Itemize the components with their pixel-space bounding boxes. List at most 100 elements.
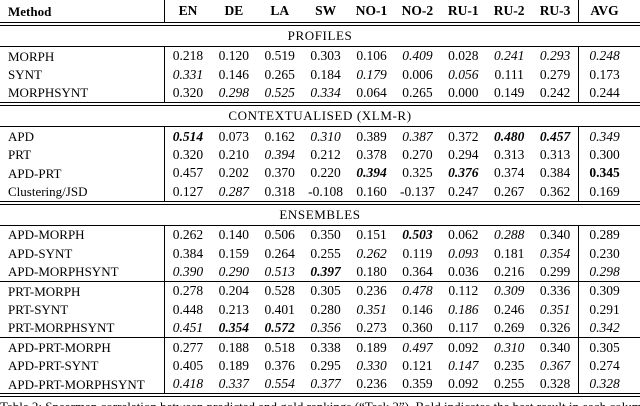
value-cell: 0.289 (578, 225, 640, 245)
horizontal-rule (0, 200, 640, 205)
value-cell: 0.169 (578, 182, 640, 201)
value-cell: 0.503 (402, 227, 433, 243)
value-cell: 0.497 (402, 339, 433, 355)
value-cell: 0.241 (493, 48, 525, 64)
value-cell: 0.246 (493, 301, 525, 317)
value-cell: 0.181 (493, 245, 525, 261)
value-cell: 0.328 (539, 376, 571, 392)
method-cell: PRT-MORPHSYNT (0, 318, 165, 338)
horizontal-rule (0, 224, 640, 226)
table-row: APD-PRT-MORPHSYNT 0.418 0.337 0.554 0.377 0.2… (0, 374, 640, 394)
value-cell: 0.236 (356, 283, 387, 299)
column-header-la: LA (270, 3, 290, 19)
value-cell: 0.293 (539, 48, 571, 64)
value-cell: 0.062 (448, 227, 479, 243)
value-cell: 0.525 (264, 85, 295, 101)
value-cell: 0.216 (493, 263, 525, 279)
value-cell: 0.112 (448, 283, 479, 299)
value-cell: 0.376 (264, 357, 295, 373)
value-cell: 0.277 (172, 339, 204, 355)
value-cell: 0.294 (448, 147, 479, 162)
value-cell: 0.309 (578, 281, 640, 301)
table-row: MORPH 0.218 0.120 0.519 0.303 0.106 0.409 0.028… (0, 47, 640, 66)
table-row: APD 0.514 0.073 0.162 0.310 0.389 0.387 0.372 0.… (0, 127, 640, 146)
table-row: APD-MORPH 0.262 0.140 0.506 0.350 0.151 0.503 0… (0, 225, 640, 245)
value-cell: 0.351 (539, 301, 571, 317)
value-cell: 0.274 (578, 356, 640, 375)
horizontal-rule (0, 102, 640, 107)
value-cell: 0.212 (310, 147, 341, 162)
column-header-en: EN (178, 3, 198, 19)
value-cell: 0.149 (493, 85, 525, 101)
column-header-no-2: NO-2 (401, 3, 434, 19)
value-cell: 0.374 (493, 165, 525, 181)
value-cell: 0.349 (578, 127, 640, 146)
value-cell: 0.360 (402, 320, 433, 336)
value-cell: 0.242 (539, 85, 571, 101)
value-cell: 0.270 (402, 147, 433, 162)
value-cell: 0.514 (172, 128, 204, 144)
value-cell: 0.236 (356, 376, 387, 392)
value-cell: 0.299 (539, 263, 571, 279)
value-cell: 0.140 (218, 227, 250, 243)
section-header-row: ENSEMBLES (0, 205, 640, 225)
value-cell: 0.370 (264, 165, 295, 181)
value-cell: 0.300 (578, 145, 640, 164)
value-cell: 0.278 (172, 283, 204, 299)
value-cell: 0.151 (356, 227, 387, 243)
value-cell: 0.220 (310, 165, 341, 181)
value-cell: 0.093 (448, 245, 479, 261)
value-cell: 0.328 (578, 374, 640, 394)
value-cell: 0.313 (539, 147, 571, 162)
value-cell: 0.265 (264, 66, 295, 82)
value-cell: 0.247 (448, 183, 479, 199)
section-header-row: PROFILES (0, 26, 640, 46)
value-cell: 0.146 (402, 301, 433, 317)
section-title: PROFILES (287, 28, 353, 43)
value-cell: 0.572 (264, 320, 295, 336)
method-cell: MORPH (0, 47, 165, 66)
value-cell: 0.448 (172, 301, 204, 317)
table-row: APD-SYNT 0.384 0.159 0.264 0.255 0.262 0.119 0.… (0, 244, 640, 263)
value-cell: 0.119 (402, 245, 433, 261)
value-cell: 0.290 (218, 263, 250, 279)
method-cell: PRT-MORPH (0, 281, 165, 301)
column-header-de: DE (224, 3, 244, 19)
value-cell: 0.554 (264, 376, 295, 392)
value-cell: 0.248 (578, 47, 640, 66)
value-cell: 0.377 (310, 376, 341, 392)
value-cell: 0.186 (448, 301, 479, 317)
table-row: APD-PRT-MORPH 0.277 0.188 0.518 0.338 0.189 0.… (0, 338, 640, 357)
value-cell: 0.287 (218, 183, 250, 199)
value-cell: 0.387 (402, 128, 433, 144)
value-cell: 0.394 (264, 147, 295, 162)
value-cell: 0.310 (493, 339, 525, 355)
value-cell: 0.127 (172, 183, 204, 199)
value-cell: 0.000 (448, 85, 479, 101)
value-cell: 0.255 (310, 245, 341, 261)
horizontal-rule (0, 46, 640, 47)
value-cell: 0.457 (172, 165, 204, 181)
value-cell: 0.372 (448, 128, 479, 144)
value-cell: 0.120 (218, 48, 250, 64)
value-cell: 0.269 (493, 320, 525, 336)
value-cell: 0.389 (356, 128, 387, 144)
value-cell: 0.354 (539, 245, 571, 261)
value-cell: 0.092 (448, 339, 479, 355)
value-cell: 0.384 (539, 165, 571, 181)
value-cell: 0.331 (172, 66, 204, 82)
value-cell: 0.397 (310, 263, 341, 279)
method-cell: MORPHSYNT (0, 83, 165, 103)
value-cell: 0.310 (310, 128, 341, 144)
value-cell: 0.313 (493, 147, 525, 162)
value-cell: 0.160 (356, 183, 387, 199)
value-cell: 0.342 (578, 318, 640, 338)
value-cell: 0.367 (539, 357, 571, 373)
value-cell: 0.337 (218, 376, 250, 392)
value-cell: 0.340 (539, 339, 571, 355)
value-cell: 0.519 (264, 48, 295, 64)
method-cell: APD-PRT-SYNT (0, 356, 165, 375)
value-cell: 0.528 (264, 283, 295, 299)
method-cell: Clustering/JSD (0, 182, 165, 201)
